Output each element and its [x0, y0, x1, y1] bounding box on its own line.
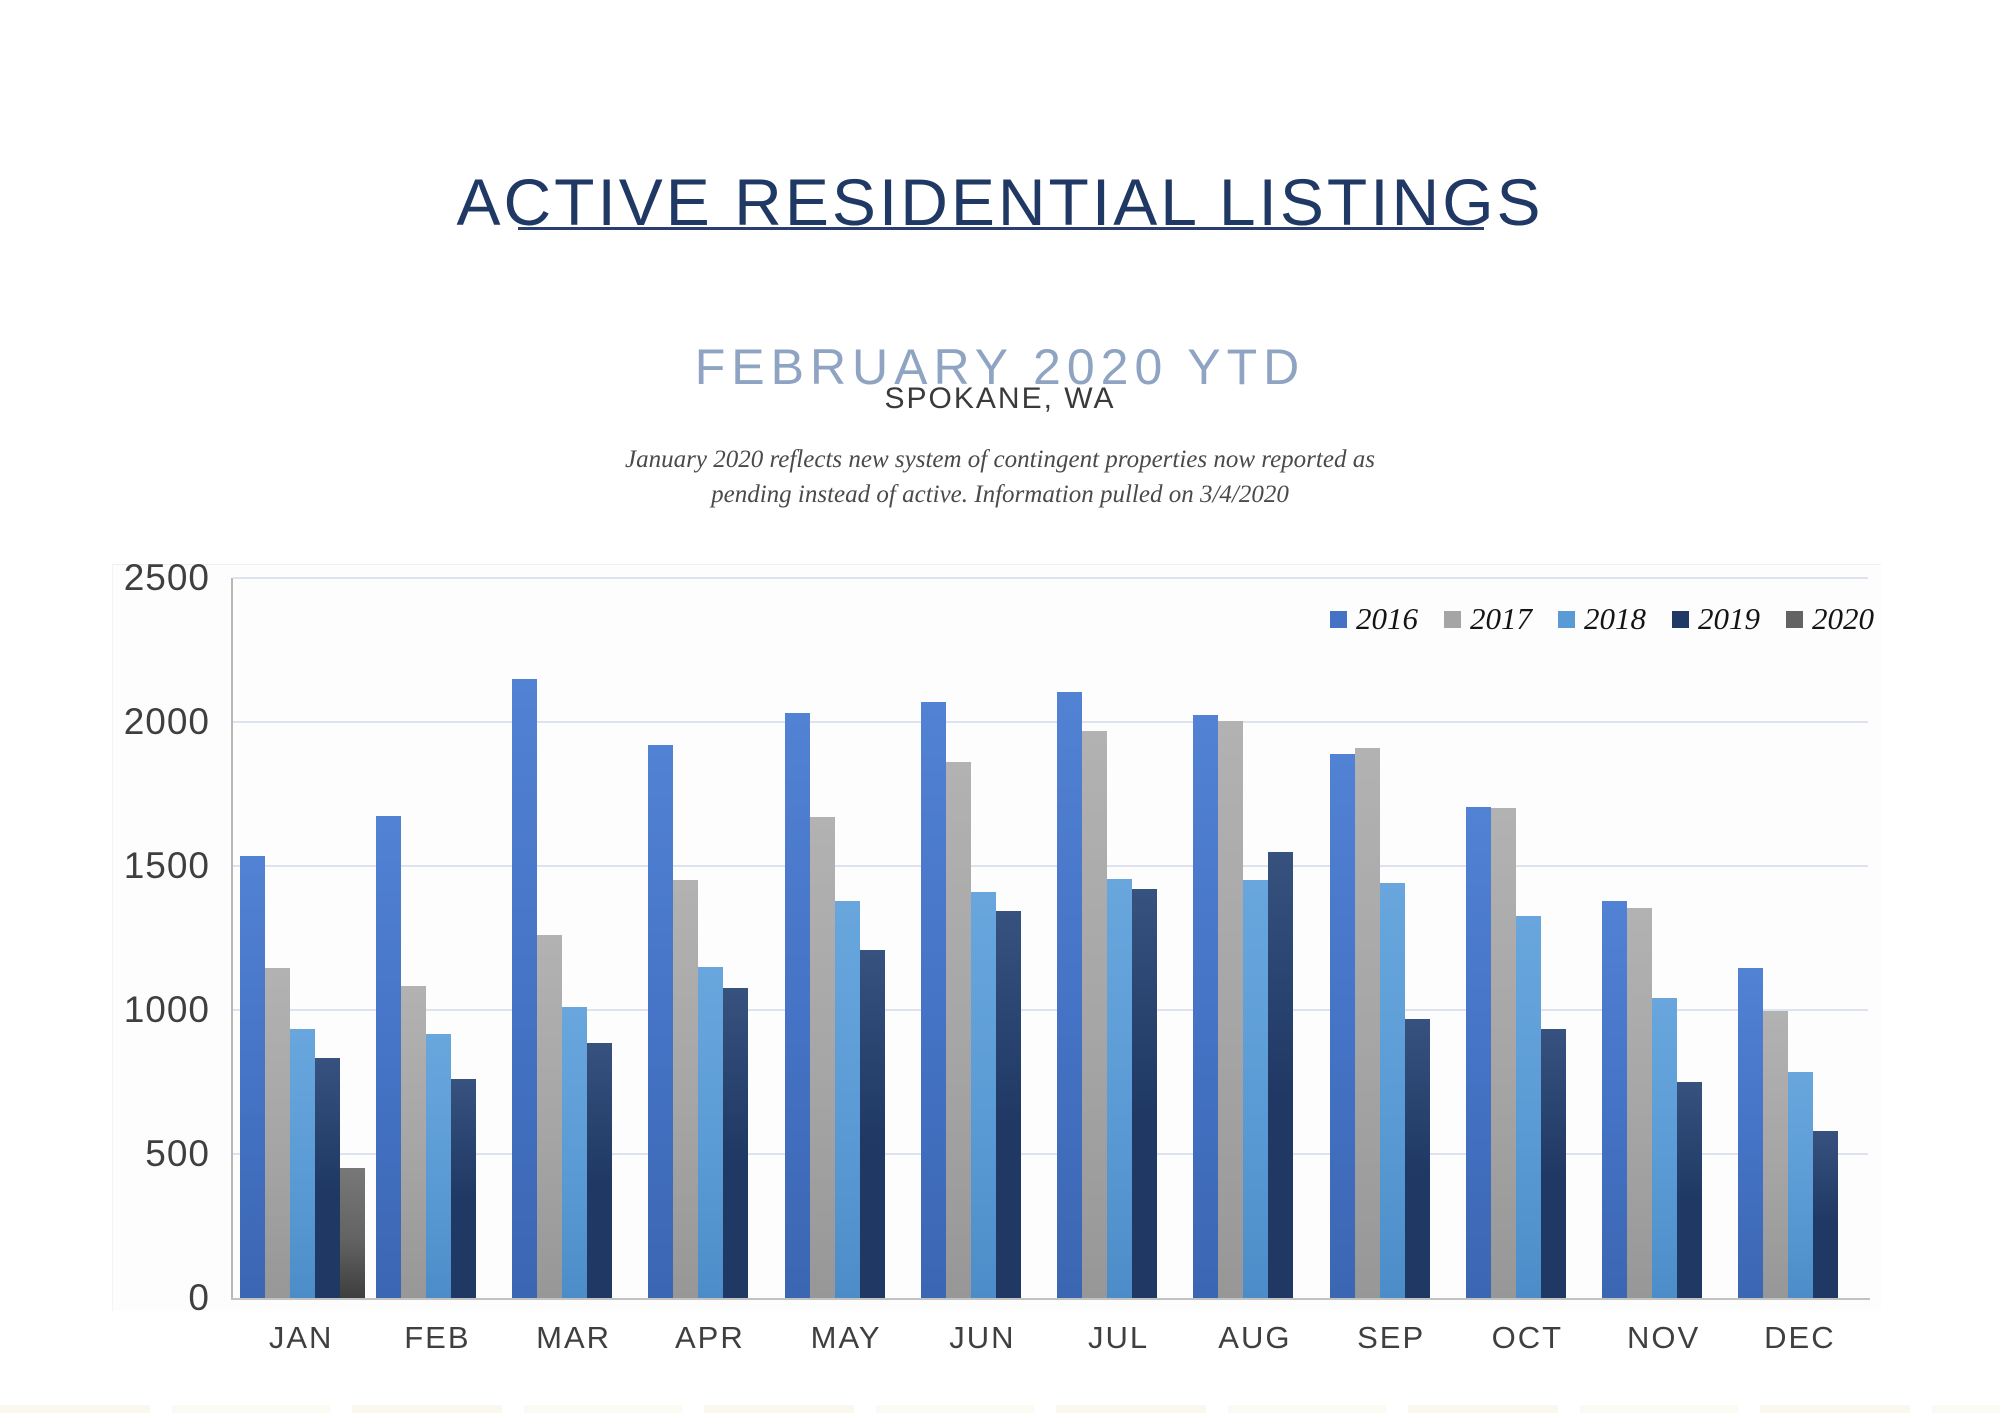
gridline-2500 — [233, 577, 1868, 579]
bar-2018-may — [834, 900, 860, 1298]
bar-2019-mar — [587, 1043, 612, 1298]
bar-2016-apr — [648, 745, 674, 1298]
y-tick-label-500: 500 — [145, 1133, 210, 1174]
gridline-500 — [233, 1153, 1868, 1155]
bar-2019-jun — [995, 910, 1021, 1298]
legend-label-2017: 2017 — [1470, 601, 1532, 636]
bar-2019-jan — [314, 1057, 340, 1298]
bar-2018-aug — [1243, 880, 1269, 1298]
bar-2018-apr — [698, 966, 724, 1298]
legend-swatch-2017 — [1444, 610, 1461, 628]
bar-2016-mar — [512, 678, 537, 1298]
bar-2018-feb — [425, 1034, 451, 1298]
y-axis-line — [231, 578, 233, 1300]
location-label: SPOKANE, WA — [884, 382, 1116, 415]
bar-2017-aug — [1218, 720, 1244, 1298]
x-axis-label-feb: FEB — [404, 1320, 471, 1355]
bar-2018-jun — [970, 891, 996, 1298]
x-axis-label-jan: JAN — [268, 1320, 334, 1355]
bar-2016-jul — [1057, 691, 1082, 1298]
footnote-line-2: pending instead of active. Information p… — [711, 481, 1289, 508]
bar-2016-aug — [1193, 714, 1219, 1298]
legend-item-2016: 2016 — [1330, 601, 1418, 637]
subtitle: FEBRUARY 2020 YTD — [694, 338, 1306, 395]
legend-swatch-2019 — [1672, 610, 1689, 628]
bar-2019-aug — [1268, 851, 1294, 1298]
legend-label-2016: 2016 — [1356, 601, 1418, 636]
bar-2017-nov — [1627, 907, 1652, 1298]
footnote: January 2020 reflects new system of cont… — [0, 442, 2000, 512]
bar-2018-jan — [289, 1028, 315, 1298]
bar-2016-dec — [1738, 968, 1764, 1298]
legend-item-2019: 2019 — [1672, 601, 1760, 637]
bar-2016-jun — [920, 701, 946, 1298]
bar-2017-mar — [537, 935, 562, 1298]
legend-swatch-2016 — [1330, 610, 1347, 628]
bar-2017-may — [809, 817, 835, 1298]
bar-2018-jul — [1107, 878, 1132, 1298]
bar-2017-jun — [945, 762, 971, 1298]
bar-2018-sep — [1379, 883, 1405, 1298]
bar-2018-mar — [562, 1007, 587, 1298]
bar-2019-may — [859, 949, 885, 1298]
legend-item-2020: 2020 — [1786, 601, 1874, 637]
title-underline — [518, 227, 1484, 230]
legend-item-2017: 2017 — [1444, 601, 1532, 637]
x-axis-label-nov: NOV — [1627, 1320, 1701, 1355]
bar-2017-jul — [1082, 730, 1107, 1298]
legend-swatch-2018 — [1558, 610, 1575, 628]
x-axis-label-apr: APR — [675, 1320, 745, 1355]
bar-2019-apr — [723, 988, 749, 1298]
bar-2019-jul — [1132, 889, 1157, 1298]
bar-2016-nov — [1602, 900, 1627, 1298]
bar-2017-apr — [673, 880, 699, 1298]
bar-2019-sep — [1404, 1018, 1430, 1298]
y-tick-label-1500: 1500 — [123, 845, 210, 886]
chart-legend: 2016 2017 2018 2019 2020 — [1330, 598, 1874, 640]
bar-2018-nov — [1652, 998, 1677, 1298]
bar-2019-feb — [450, 1079, 476, 1298]
bar-2016-may — [784, 713, 810, 1298]
bar-2019-nov — [1677, 1082, 1702, 1298]
bar-2016-jan — [239, 855, 265, 1298]
bar-2017-jan — [264, 968, 290, 1298]
bar-2016-feb — [375, 815, 401, 1298]
x-axis-label-may: MAY — [810, 1320, 882, 1355]
x-axis-label-jul: JUL — [1088, 1320, 1150, 1355]
bar-2017-oct — [1490, 808, 1516, 1298]
y-tick-label-0: 0 — [188, 1277, 210, 1318]
x-axis-label-oct: OCT — [1491, 1320, 1564, 1355]
footnote-line-1: January 2020 reflects new system of cont… — [625, 446, 1375, 473]
gridline-1000 — [233, 1009, 1868, 1011]
y-tick-label-2000: 2000 — [123, 701, 210, 742]
bar-2018-dec — [1788, 1071, 1814, 1298]
x-axis-label-aug: AUG — [1218, 1320, 1292, 1355]
legend-label-2020: 2020 — [1812, 601, 1874, 636]
bar-2020-jan — [339, 1168, 365, 1298]
bottom-table-edge — [0, 1405, 2000, 1413]
bar-2017-dec — [1763, 1011, 1789, 1298]
legend-item-2018: 2018 — [1558, 601, 1646, 637]
bar-2019-dec — [1813, 1130, 1839, 1298]
bar-2016-oct — [1465, 806, 1491, 1298]
bar-2019-oct — [1540, 1028, 1566, 1298]
x-axis-line — [231, 1298, 1870, 1300]
legend-label-2018: 2018 — [1584, 601, 1646, 636]
bar-2016-sep — [1329, 753, 1355, 1298]
x-axis-label-mar: MAR — [536, 1320, 612, 1355]
y-tick-label-1000: 1000 — [123, 989, 210, 1030]
gridline-2000 — [233, 721, 1868, 723]
bar-2018-oct — [1515, 916, 1541, 1298]
legend-swatch-2020 — [1786, 610, 1803, 628]
x-axis-label-dec: DEC — [1764, 1320, 1836, 1355]
y-tick-label-2500: 2500 — [123, 557, 210, 598]
gridline-1500 — [233, 865, 1868, 867]
bar-2017-sep — [1354, 747, 1380, 1298]
legend-label-2019: 2019 — [1698, 601, 1760, 636]
bar-2017-feb — [400, 985, 426, 1298]
x-axis-label-sep: SEP — [1357, 1320, 1426, 1355]
page-title: ACTIVE RESIDENTIAL LISTINGS — [456, 165, 1544, 240]
x-axis-label-jun: JUN — [949, 1320, 1016, 1355]
